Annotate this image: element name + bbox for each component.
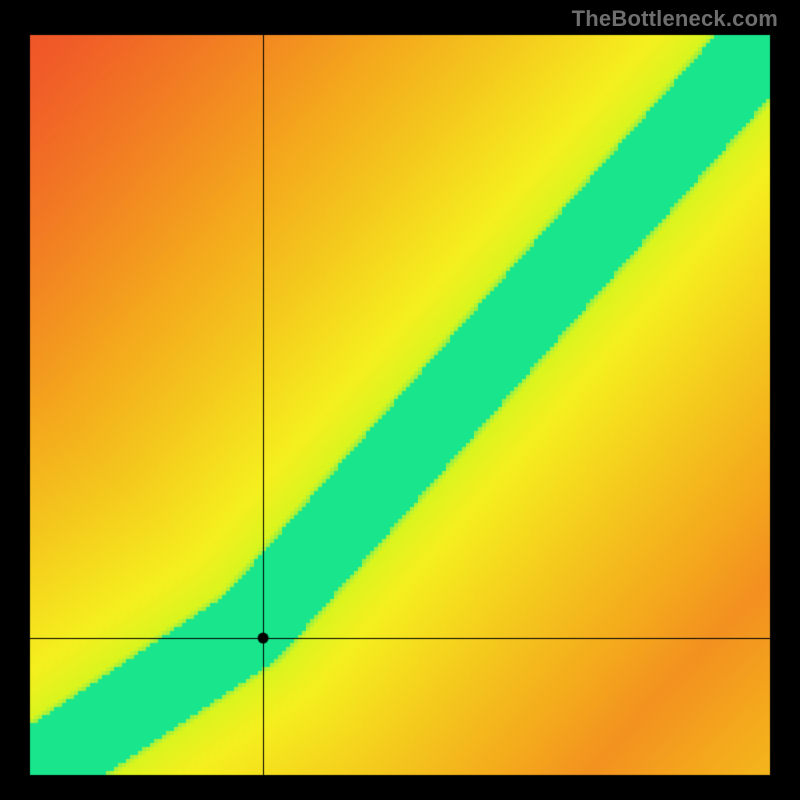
watermark-text: TheBottleneck.com — [572, 6, 778, 32]
heatmap-canvas — [0, 0, 800, 800]
chart-container: TheBottleneck.com — [0, 0, 800, 800]
